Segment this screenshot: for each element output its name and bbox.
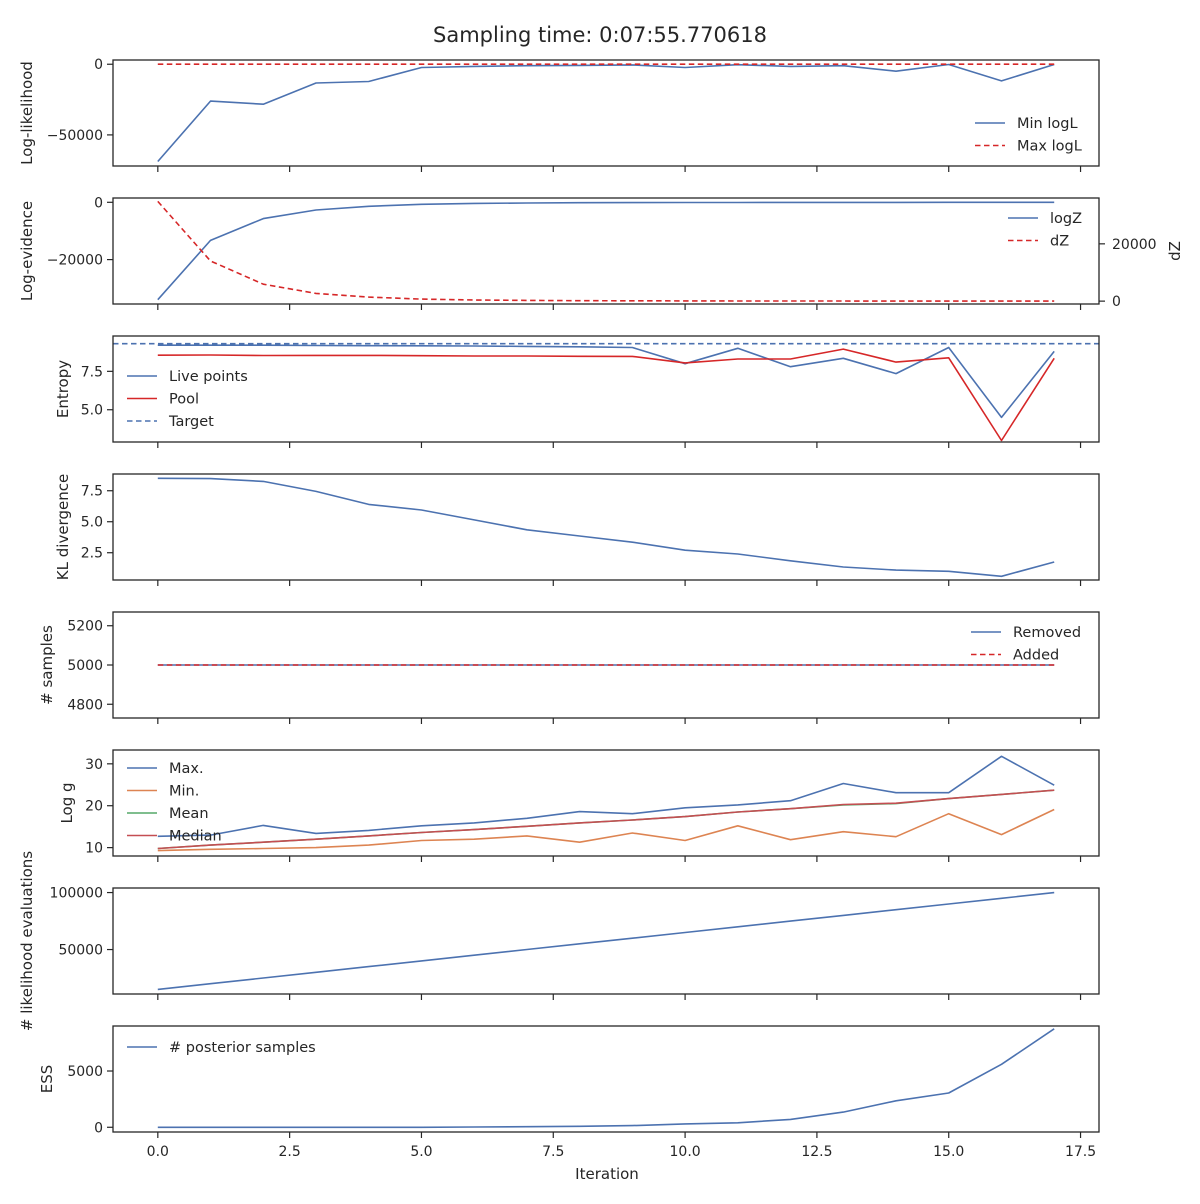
panel-8: 5000 0 ESS # posterior samples 0.0 2.5 5.0 7.5 1…	[38, 1025, 1100, 1160]
series-line	[157, 344, 1055, 419]
plot-frame	[112, 197, 1100, 305]
legend-label: Target	[168, 414, 214, 430]
legend-label: Mean	[169, 806, 209, 822]
y2-tick-label: 20000	[1112, 237, 1157, 253]
panel-3: 7.5 5.0 Entropy Live points Pool Target	[54, 335, 1100, 448]
y-tick-label: 5000	[67, 658, 103, 674]
legend-label: Min logL	[1017, 116, 1078, 132]
plot-frame	[112, 749, 1100, 857]
y-tick-label: 5000	[67, 1064, 103, 1080]
legend-label: Max.	[169, 761, 204, 777]
legend-label: logZ	[1050, 211, 1082, 227]
legend: Removed Added	[971, 625, 1081, 664]
figure-title: Sampling time: 0:07:55.770618	[433, 23, 767, 47]
y-axis-label: # samples	[38, 625, 56, 705]
y-axis-label: Log g	[58, 782, 76, 823]
y-tick-label: 7.5	[81, 484, 103, 500]
series-line	[157, 789, 1055, 850]
legend-label: Max logL	[1017, 139, 1082, 155]
legend: logZ dZ	[1008, 211, 1082, 250]
panel-1: 0 −50000 Log-likelihood Min logL Max logL	[18, 57, 1100, 172]
x-tick-label: 12.5	[801, 1144, 832, 1160]
y-tick-label: 5200	[67, 619, 103, 635]
legend-label: Removed	[1013, 625, 1081, 641]
legend: Live points Pool Target	[127, 369, 248, 430]
y-tick-label: 50000	[58, 943, 103, 959]
series-line	[157, 891, 1055, 991]
plot-frame	[112, 887, 1100, 995]
y-axis-label: Entropy	[54, 360, 72, 418]
series-line	[157, 755, 1055, 838]
y-tick-label: 100000	[50, 886, 103, 902]
legend: Min logL Max logL	[975, 116, 1082, 155]
y-axis-label: Log-evidence	[18, 201, 36, 301]
series-line	[157, 63, 1055, 163]
plot-frame	[112, 473, 1100, 581]
y2-tick-label: 0	[1112, 294, 1121, 310]
x-tick-label: 0.0	[147, 1144, 169, 1160]
legend: # posterior samples	[127, 1040, 316, 1056]
y-axis-label: Log-likelihood	[18, 61, 36, 165]
plot-frame	[112, 335, 1100, 443]
panel-4: 7.5 5.0 2.5 KL divergence	[54, 473, 1100, 586]
x-tick-label: 10.0	[670, 1144, 701, 1160]
legend-label: Median	[169, 829, 222, 845]
y-axis-label: ESS	[38, 1065, 56, 1094]
series-line	[157, 201, 1055, 301]
y-tick-label: 10	[85, 841, 103, 857]
y-tick-label: 5.0	[81, 403, 103, 419]
y-tick-label: 0	[94, 195, 103, 211]
x-tick-label: 5.0	[410, 1144, 432, 1160]
series-line	[157, 477, 1055, 578]
legend: Max. Min. Mean Median	[127, 761, 222, 845]
y-axis-label: KL divergence	[54, 474, 72, 580]
y-tick-label: 20	[85, 799, 103, 815]
y-tick-label: 0	[94, 57, 103, 73]
x-tick-label: 2.5	[279, 1144, 301, 1160]
legend-label: Min.	[169, 784, 199, 800]
panel-7: 100000 50000 # likelihood evaluations	[18, 851, 1100, 1031]
y2-axis-label: dZ	[1166, 241, 1184, 261]
series-line	[157, 1028, 1055, 1129]
panel-2: 0 −20000 Log-evidence 0 20000 dZ logZ dZ	[18, 195, 1184, 310]
x-tick-label: 15.0	[933, 1144, 964, 1160]
y-tick-label: 4800	[67, 697, 103, 713]
x-tick-label: 7.5	[542, 1144, 564, 1160]
y-tick-label: −50000	[47, 128, 103, 144]
series-line	[157, 200, 1055, 302]
y-axis-label: # likelihood evaluations	[18, 851, 36, 1031]
legend-label: Added	[1013, 648, 1059, 664]
panel-5: 5200 5000 4800 # samples Removed Added	[38, 611, 1100, 724]
y-tick-label: 2.5	[81, 546, 103, 562]
series-line	[157, 348, 1055, 442]
plot-frame	[112, 1025, 1100, 1133]
y-tick-label: 30	[85, 757, 103, 773]
y-tick-label: −20000	[47, 253, 103, 269]
panel-6: 30 20 10 Log g Max. Min. Mean Median	[58, 749, 1100, 862]
y-tick-label: 0	[94, 1120, 103, 1136]
legend-label: Pool	[169, 392, 199, 408]
legend-label: # posterior samples	[169, 1040, 316, 1056]
series-line	[157, 808, 1055, 852]
y-tick-label: 7.5	[81, 364, 103, 380]
legend-label: Live points	[169, 369, 248, 385]
legend-label: dZ	[1050, 234, 1069, 250]
plot-frame	[112, 59, 1100, 167]
x-tick-label: 17.5	[1065, 1144, 1096, 1160]
x-axis-label: Iteration	[575, 1165, 639, 1183]
y-tick-label: 5.0	[81, 515, 103, 531]
